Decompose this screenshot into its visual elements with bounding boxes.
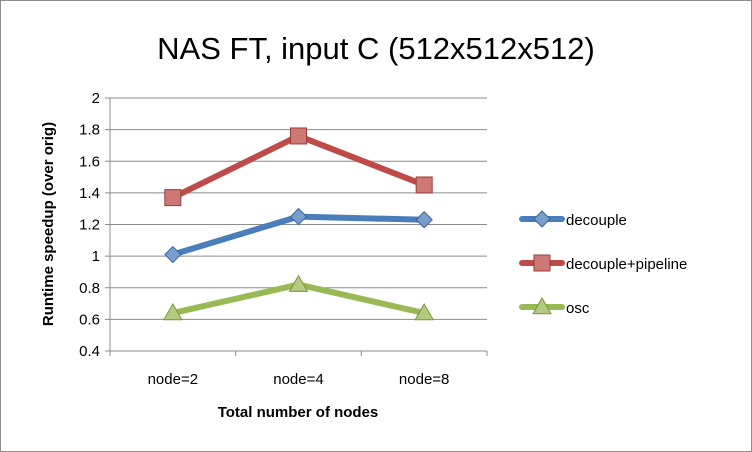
data-point-square [415,176,433,194]
x-axis-title: Total number of nodes [218,404,379,421]
y-tick-label: 0.8 [79,280,100,297]
data-point-diamond [289,207,308,226]
legend-label: decouple+pipeline [566,256,687,273]
y-tick-label: 1.2 [79,217,100,234]
x-tick-label: node=2 [148,371,198,388]
data-point-square [164,189,182,207]
legend-marker [533,210,551,228]
y-tick-label: 0.4 [79,343,100,360]
data-point-diamond [415,211,433,229]
series-markers [162,127,435,321]
y-tick-label: 1.6 [79,153,100,170]
data-point-square [290,127,307,145]
data-point-triangle [162,303,183,321]
chart-title: NAS FT, input C (512x512x512) [157,31,595,66]
y-tick-label: 1.8 [79,122,100,139]
axes [105,97,488,356]
x-tick-label: node=4 [273,371,323,388]
y-axis-title: Runtime speedup (over orig) [40,122,57,326]
y-tick-labels: 0.4 0.6 0.8 1 1.2 1.4 1.6 1.8 2 [79,90,100,360]
legend: decouple decouple+pipeline osc [519,210,687,317]
data-point-diamond [164,245,182,264]
legend-marker [533,254,551,272]
y-tick-label: 1 [92,248,100,265]
y-tick-label: 1.4 [79,185,100,202]
legend-label: decouple [566,212,627,229]
x-tick-label: node=8 [399,371,449,388]
x-tick-labels: node=2 node=4 node=8 [148,371,450,388]
y-tick-label: 2 [92,90,100,107]
legend-marker [532,296,552,315]
y-tick-label: 0.6 [79,311,100,328]
data-point-triangle [288,274,309,292]
data-point-triangle [414,303,435,321]
legend-label: osc [566,300,590,317]
series-line-decouple-pipeline [169,132,428,201]
